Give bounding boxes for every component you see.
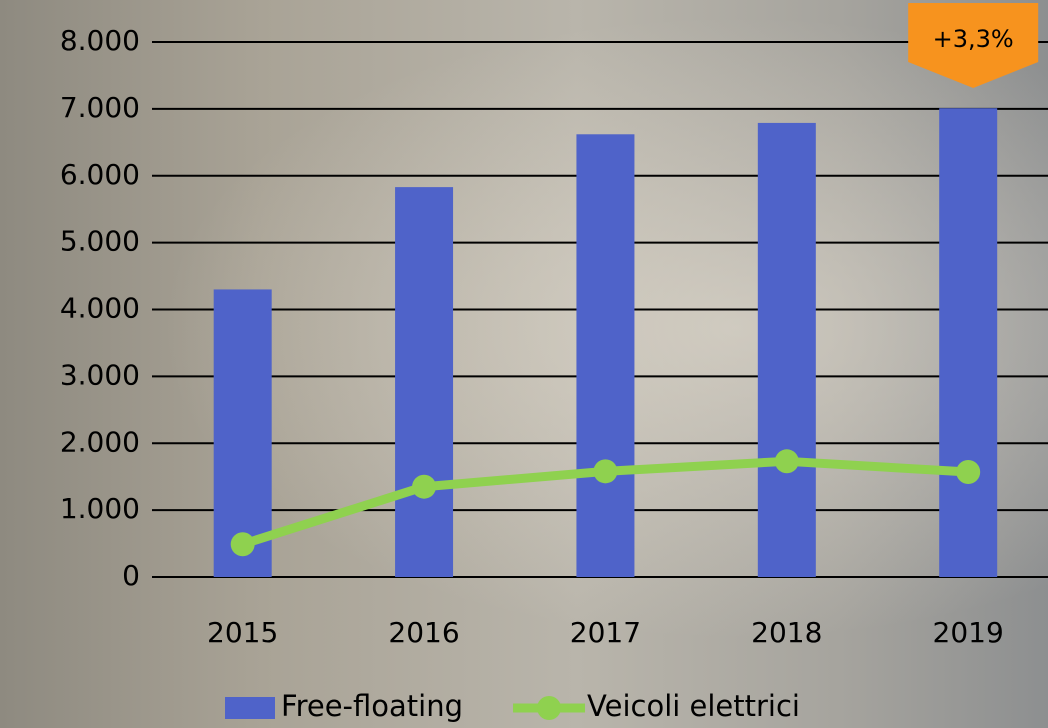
line-marker xyxy=(593,459,618,484)
annotation: +3,3% xyxy=(933,25,1014,53)
y-tick-label: 7.000 xyxy=(60,91,140,124)
y-tick-label: 3.000 xyxy=(60,358,140,391)
legend-label: Veicoli elettrici xyxy=(587,689,800,723)
line-marker xyxy=(412,474,437,499)
y-tick-label: 4.000 xyxy=(60,292,140,325)
bar xyxy=(395,187,454,577)
y-tick-label: 6.000 xyxy=(60,158,140,191)
y-tick-label: 1.000 xyxy=(60,492,140,525)
bar xyxy=(757,122,816,577)
bar xyxy=(213,289,272,577)
legend-swatch xyxy=(225,697,275,719)
line-marker xyxy=(230,532,255,557)
x-tick-label: 2018 xyxy=(751,616,822,649)
y-tick-label: 0 xyxy=(122,559,140,592)
x-tick-label: 2016 xyxy=(388,616,459,649)
annotation-callout xyxy=(908,3,1039,88)
y-tick-label: 2.000 xyxy=(60,425,140,458)
bar xyxy=(939,108,998,578)
bar xyxy=(576,134,635,577)
line-marker xyxy=(956,460,981,485)
x-tick-label: 2015 xyxy=(207,616,278,649)
legend-swatch-marker xyxy=(537,696,562,720)
legend-label: Free-floating xyxy=(281,689,463,723)
y-tick-label: 8.000 xyxy=(60,24,140,57)
line-marker xyxy=(774,449,799,474)
x-tick-label: 2019 xyxy=(933,616,1004,649)
x-tick-label: 2017 xyxy=(570,616,641,649)
y-tick-label: 5.000 xyxy=(60,225,140,258)
